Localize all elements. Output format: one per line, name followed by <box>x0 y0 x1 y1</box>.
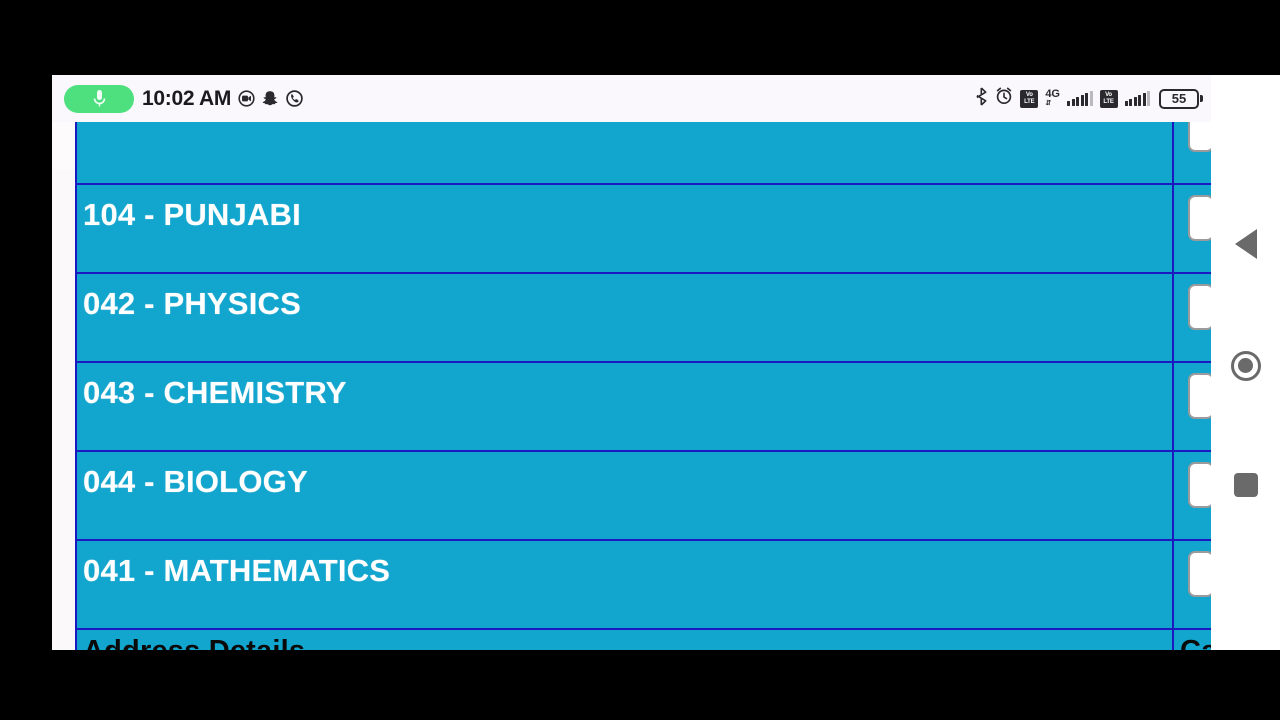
subject-checkbox-cell[interactable] <box>1172 183 1211 274</box>
section-right-label: Ca <box>1180 635 1211 650</box>
subject-checkbox-cell[interactable] <box>1172 122 1211 185</box>
volte2-label-bottom: LTE <box>1103 98 1114 105</box>
subject-label: 044 - BIOLOGY <box>83 464 308 499</box>
status-bar-clock: 10:02 AM <box>142 86 232 110</box>
volte2-label-top: Vo <box>1105 91 1112 98</box>
microphone-icon[interactable] <box>64 84 134 113</box>
subject-checkbox-cell[interactable] <box>1172 450 1211 541</box>
address-details-section-row: Address Details Ca <box>75 628 1211 650</box>
alarm-icon <box>995 87 1013 110</box>
home-circle-icon[interactable] <box>1230 350 1261 381</box>
subject-checkbox[interactable] <box>1188 462 1211 508</box>
battery-level-text: 55 <box>1159 88 1199 109</box>
volte-icon: Vo LTE <box>1020 89 1039 108</box>
table-row[interactable]: 044 - BIOLOGY <box>75 450 1211 541</box>
subject-checkbox-cell[interactable] <box>1172 272 1211 363</box>
subject-label: 043 - CHEMISTRY <box>83 375 347 410</box>
page-left-gutter <box>52 169 75 650</box>
bluetooth-icon <box>975 86 988 111</box>
subject-name-cell: 104 - PUNJABI <box>75 183 1174 274</box>
battery-cap <box>1200 95 1203 102</box>
subject-label: 104 - PUNJABI <box>83 197 301 232</box>
table-row[interactable]: 041 - MATHEMATICS <box>75 539 1211 630</box>
subject-name-cell: 044 - BIOLOGY <box>75 450 1174 541</box>
subject-selection-table: 104 - PUNJABI 042 - PHYSICS <box>75 122 1211 650</box>
phone-screen: 10:02 AM <box>52 75 1211 650</box>
table-row[interactable]: 043 - CHEMISTRY <box>75 361 1211 452</box>
network-gen-text: 4G <box>1045 87 1060 100</box>
subject-label: 042 - PHYSICS <box>83 286 301 321</box>
android-nav-bar <box>1211 75 1280 650</box>
table-row[interactable]: 104 - PUNJABI <box>75 183 1211 274</box>
subject-label: 041 - MATHEMATICS <box>83 553 391 588</box>
signal-icon <box>1067 91 1093 106</box>
truecaller-icon <box>286 90 303 107</box>
signal-icon-2 <box>1124 91 1150 106</box>
table-row[interactable]: 042 - PHYSICS <box>75 272 1211 363</box>
webview-content: 104 - PUNJABI 042 - PHYSICS <box>52 122 1211 650</box>
table-row[interactable] <box>75 122 1211 185</box>
data-arrows-icon: ⇵ <box>1045 99 1051 107</box>
status-bar-right: Vo LTE 4G ⇵ Vo LTE 55 <box>975 75 1203 122</box>
subject-checkbox[interactable] <box>1188 195 1211 241</box>
subject-checkbox[interactable] <box>1188 122 1211 152</box>
subject-checkbox[interactable] <box>1188 284 1211 330</box>
subject-checkbox-cell[interactable] <box>1172 539 1211 630</box>
volte-label-top: Vo <box>1025 91 1033 98</box>
subject-name-cell: 041 - MATHEMATICS <box>75 539 1174 630</box>
back-triangle-icon[interactable] <box>1234 228 1257 259</box>
volte-icon-2: Vo LTE <box>1099 89 1118 108</box>
status-bar-left: 10:02 AM <box>52 84 303 113</box>
subject-name-cell: 042 - PHYSICS <box>75 272 1174 363</box>
subject-name-cell: 043 - CHEMISTRY <box>75 361 1174 452</box>
status-bar: 10:02 AM <box>52 75 1211 122</box>
subject-checkbox[interactable] <box>1188 551 1211 597</box>
subject-checkbox[interactable] <box>1188 373 1211 419</box>
snapchat-icon <box>262 90 279 107</box>
address-details-cell: Address Details <box>75 628 1174 650</box>
volte-label-bottom: LTE <box>1024 98 1035 105</box>
network-gen-label: 4G ⇵ <box>1045 87 1060 109</box>
address-details-right-cell: Ca <box>1172 628 1211 650</box>
section-title: Address Details <box>83 635 1172 650</box>
subject-checkbox-cell[interactable] <box>1172 361 1211 452</box>
camera-record-icon <box>238 90 255 107</box>
recents-square-icon[interactable] <box>1233 472 1258 497</box>
battery-icon: 55 <box>1159 88 1203 109</box>
subject-name-cell <box>75 122 1174 185</box>
